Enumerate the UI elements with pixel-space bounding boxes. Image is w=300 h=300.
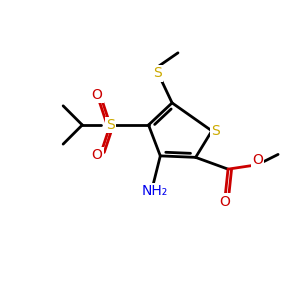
Text: O: O <box>92 88 102 102</box>
Text: S: S <box>106 118 115 132</box>
Text: O: O <box>92 148 102 162</box>
Text: NH₂: NH₂ <box>141 184 167 198</box>
Text: S: S <box>153 66 162 80</box>
Text: O: O <box>219 194 230 208</box>
Text: S: S <box>211 124 220 138</box>
Text: O: O <box>252 153 263 167</box>
